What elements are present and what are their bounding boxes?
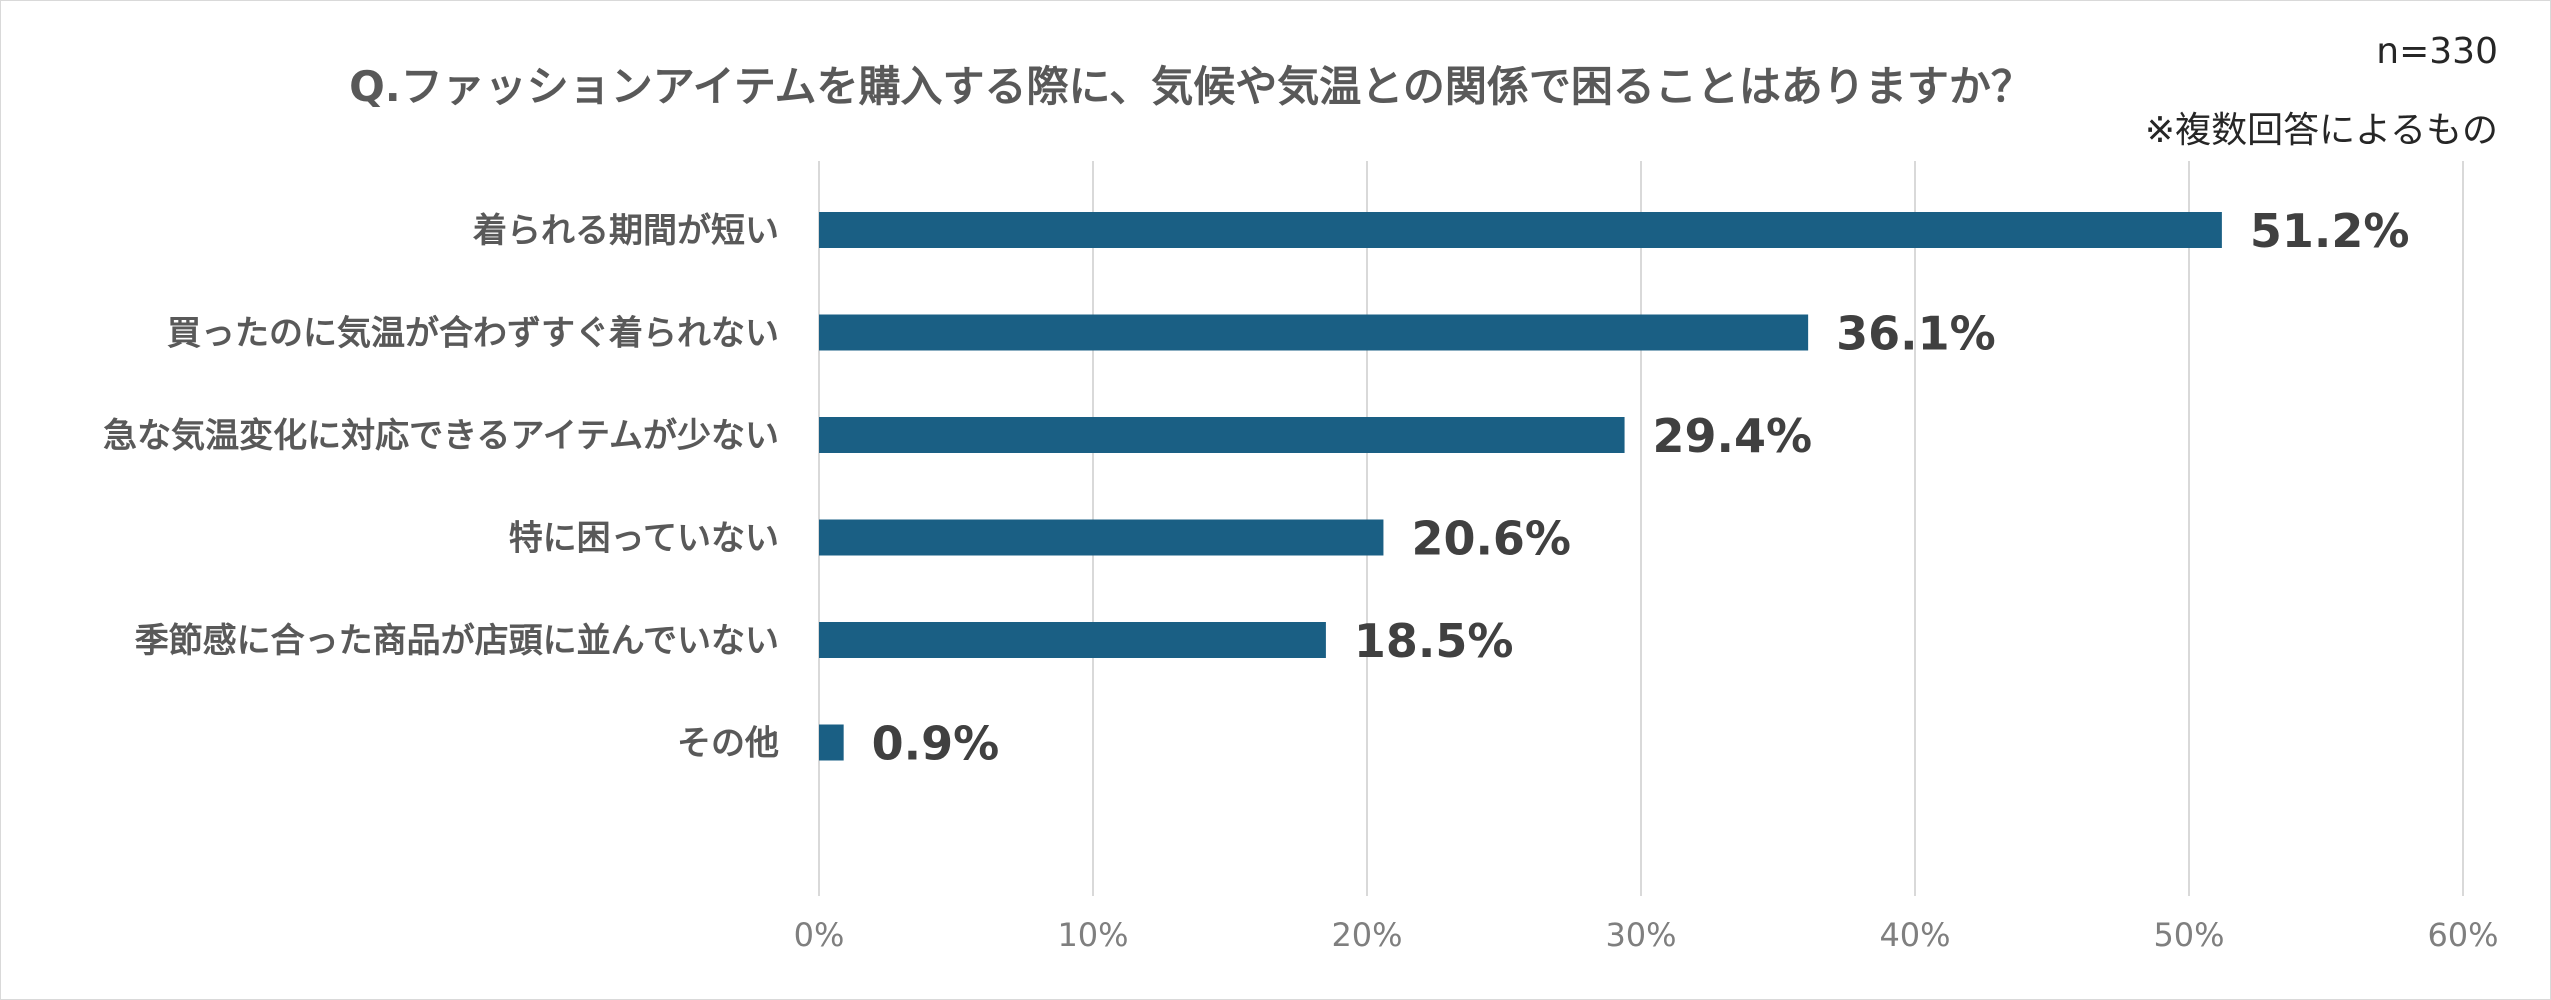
bar <box>819 519 1384 556</box>
x-tick-label: 10% <box>1057 916 1128 954</box>
x-tick-label: 30% <box>1605 916 1676 954</box>
x-tick-label: 40% <box>1879 916 1950 954</box>
category-label: その他 <box>677 724 779 764</box>
category-label: 季節感に合った商品が店頭に並んでいない <box>135 621 779 661</box>
bar <box>819 622 1326 658</box>
bar <box>819 212 2222 248</box>
category-label: 特に困っていない <box>509 519 779 559</box>
value-label: 51.2% <box>2250 204 2410 258</box>
chart-title: Q.ファッションアイテムを購入する際に、気候や気温との関係で困ることはありますか… <box>349 62 2033 111</box>
multiple-answer-note: ※複数回答によるもの <box>2144 110 2498 151</box>
x-axis-tick-labels: 0% 10% 20% 30% 40% 50% 60% <box>794 916 2499 954</box>
value-label: 29.4% <box>1653 409 1813 463</box>
bar <box>819 417 1625 453</box>
bars <box>819 212 2222 761</box>
sample-size: n=330 <box>2376 31 2498 72</box>
value-label: 36.1% <box>1836 307 1996 361</box>
bar <box>819 724 844 761</box>
x-tick-label: 60% <box>2427 916 2498 954</box>
category-label: 買ったのに気温が合わずすぐ着られない <box>167 314 779 354</box>
category-labels: 着られる期間が短い買ったのに気温が合わずすぐ着られない急な気温変化に対応できるア… <box>103 211 779 764</box>
value-label: 18.5% <box>1354 614 1514 668</box>
x-tick-label: 20% <box>1331 916 1402 954</box>
value-label: 0.9% <box>872 717 1000 771</box>
x-tick-label: 0% <box>794 916 845 954</box>
x-tick-label: 50% <box>2153 916 2224 954</box>
category-label: 急な気温変化に対応できるアイテムが少ない <box>103 416 779 456</box>
value-labels: 51.2% 36.1% 29.4% 20.6% 18.5% 0.9% <box>872 204 2410 771</box>
gridlines <box>818 161 2464 896</box>
value-label: 20.6% <box>1411 512 1571 566</box>
category-label: 着られる期間が短い <box>472 211 779 251</box>
bar <box>819 314 1809 351</box>
